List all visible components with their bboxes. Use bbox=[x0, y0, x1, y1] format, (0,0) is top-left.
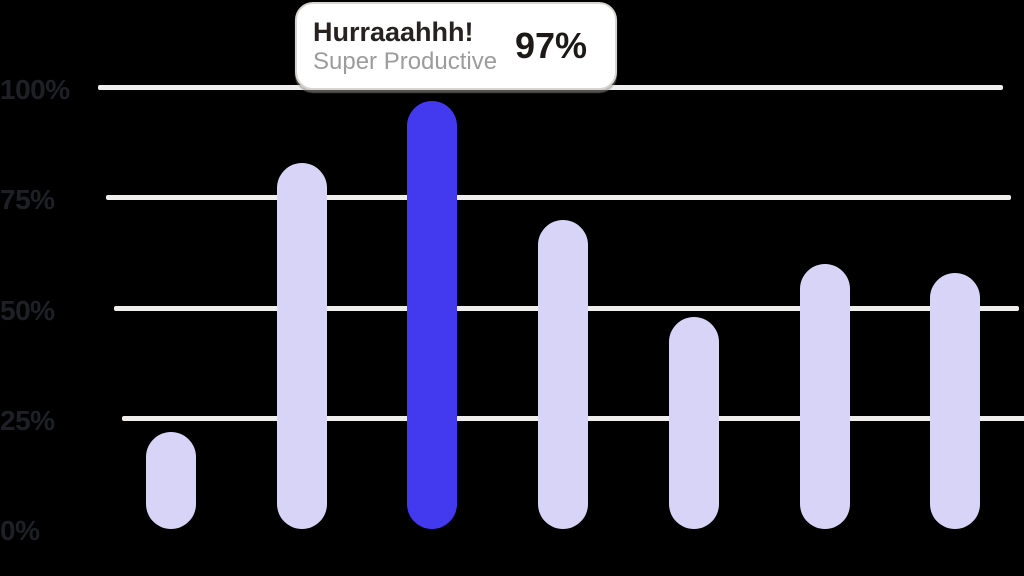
bar-2[interactable] bbox=[276, 162, 327, 529]
bar-1[interactable] bbox=[146, 431, 196, 529]
tooltip-text-block: Hurraaahhh! Super Productive bbox=[313, 16, 497, 76]
y-tick-label-50: 50% bbox=[0, 294, 55, 326]
bar-6[interactable] bbox=[799, 264, 850, 529]
y-tick-label-100: 100% bbox=[0, 74, 70, 105]
bar-5[interactable] bbox=[668, 317, 719, 529]
tooltip: Hurraaahhh! Super Productive 97% bbox=[295, 2, 617, 90]
y-tick-label-25: 25% bbox=[0, 404, 55, 436]
tooltip-title: Hurraaahhh! bbox=[313, 17, 474, 47]
bar-4[interactable] bbox=[538, 220, 589, 529]
bar-3-highlighted[interactable] bbox=[407, 101, 458, 529]
y-tick-label-0: 0% bbox=[0, 515, 40, 547]
bar-7[interactable] bbox=[930, 273, 981, 529]
gridline-75 bbox=[106, 195, 1011, 201]
tooltip-value: 97% bbox=[514, 25, 587, 66]
tooltip-subtitle: Super Productive bbox=[313, 48, 498, 76]
y-tick-label-75: 75% bbox=[0, 184, 55, 216]
